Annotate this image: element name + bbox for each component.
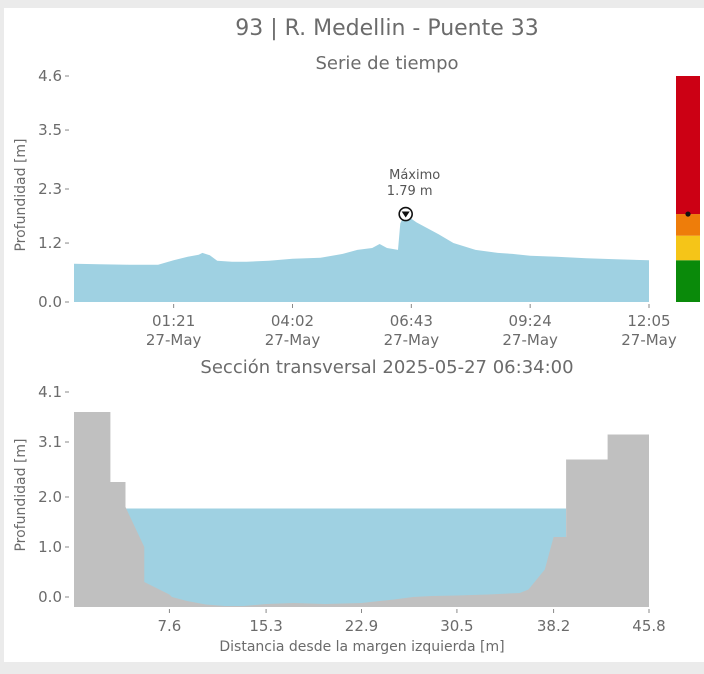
timeseries-xtick-time: 06:43 xyxy=(390,312,433,330)
timeseries-ylabel: Profundidad [m] xyxy=(13,138,29,251)
cross-section-ylabel: Profundidad [m] xyxy=(13,438,29,551)
timeseries-xtick-time: 12:05 xyxy=(627,312,670,330)
timeseries-title: Serie de tiempo xyxy=(315,53,458,74)
timeseries-xtick-time: 09:24 xyxy=(509,312,552,330)
chart-main-title: 93 | R. Medellin - Puente 33 xyxy=(235,16,539,41)
max-marker-arrow xyxy=(401,211,410,218)
timeseries-ytick-label: 1.2 xyxy=(38,234,62,252)
timeseries-ytick-label: 4.6 xyxy=(38,67,62,85)
chart-panel: 93 | R. Medellin - Puente 33 Serie de ti… xyxy=(4,8,704,662)
cross-section-xtick-label: 7.6 xyxy=(157,617,181,635)
terrain-profile xyxy=(74,412,649,607)
timeseries-xtick-time: 04:02 xyxy=(271,312,314,330)
cross-section-ytick-label: 4.1 xyxy=(38,383,62,401)
cross-section-xlabel: Distancia desde la margen izquierda [m] xyxy=(219,639,504,655)
timeseries-xtick-date: 27-May xyxy=(621,331,677,349)
cross-section-title: Sección transversal 2025-05-27 06:34:00 xyxy=(200,357,573,378)
cross-section-xtick-label: 38.2 xyxy=(537,617,570,635)
cross-section-xtick-label: 30.5 xyxy=(440,617,473,635)
timeseries-ytick-label: 3.5 xyxy=(38,121,62,139)
timeseries-area xyxy=(74,214,649,302)
timeseries-xtick-date: 27-May xyxy=(265,331,321,349)
water-section xyxy=(125,508,567,607)
alert-level-yellow xyxy=(676,235,700,261)
cross-section-ytick-label: 1.0 xyxy=(38,538,62,556)
timeseries-xtick-date: 27-May xyxy=(384,331,440,349)
timeseries-xtick-date: 27-May xyxy=(146,331,202,349)
timeseries-xtick-date: 27-May xyxy=(502,331,558,349)
timeseries-ytick-label: 0.0 xyxy=(38,293,62,311)
max-annotation-value: 1.79 m xyxy=(387,184,433,199)
alert-level-green xyxy=(676,260,700,302)
cross-section-xtick-label: 22.9 xyxy=(345,617,378,635)
cross-section-ytick-label: 2.0 xyxy=(38,488,62,506)
timeseries-ytick-label: 2.3 xyxy=(38,180,62,198)
cross-section-xtick-label: 45.8 xyxy=(632,617,665,635)
timeseries-xtick-time: 01:21 xyxy=(152,312,195,330)
max-annotation-label: Máximo xyxy=(389,168,440,183)
cross-section-xtick-label: 15.3 xyxy=(249,617,282,635)
chart-canvas: 93 | R. Medellin - Puente 33 Serie de ti… xyxy=(13,16,700,655)
alert-level-orange xyxy=(676,214,700,236)
alert-level-red xyxy=(676,76,700,215)
current-level-marker xyxy=(685,211,691,217)
cross-section-ytick-label: 3.1 xyxy=(38,433,62,451)
cross-section-ytick-label: 0.0 xyxy=(38,588,62,606)
